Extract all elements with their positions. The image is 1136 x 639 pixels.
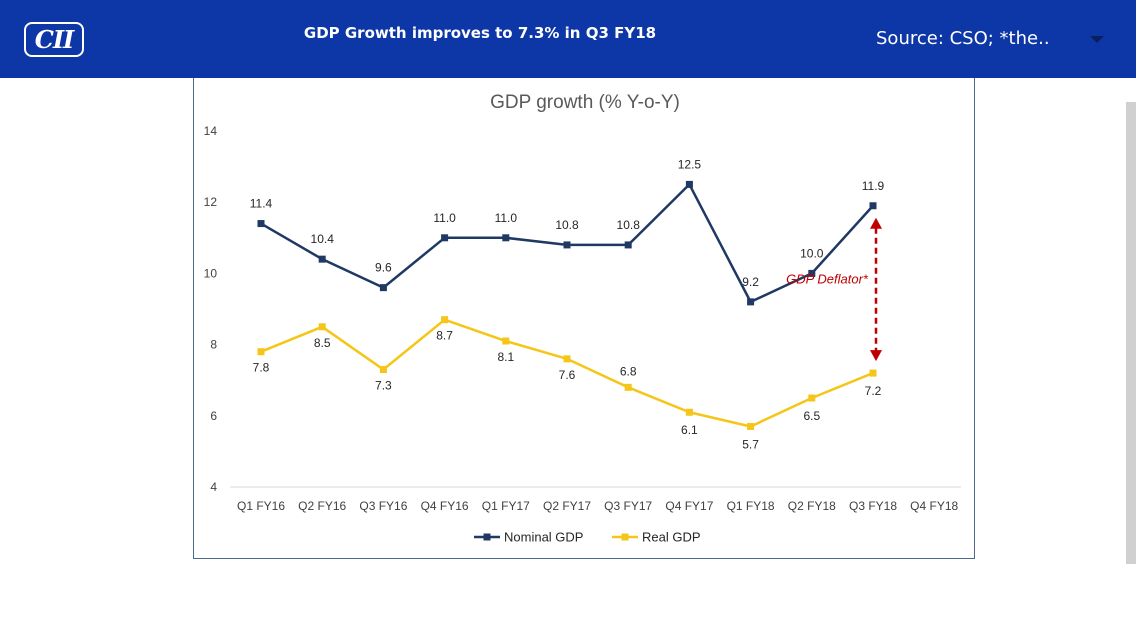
header-bar: CII GDP Growth improves to 7.3% in Q3 FY…: [0, 0, 1136, 78]
data-label-real: 8.7: [436, 329, 453, 343]
x-tick-label: Q4 FY18: [910, 499, 958, 513]
data-point-real: [502, 337, 510, 345]
data-label-real: 6.8: [620, 364, 637, 378]
data-label-nominal: 12.5: [678, 157, 702, 171]
data-label-nominal: 10.8: [555, 218, 579, 232]
data-point-nominal: [502, 234, 510, 242]
data-point-nominal: [685, 180, 693, 188]
x-tick-label: Q1 FY18: [727, 499, 775, 513]
data-point-real: [318, 323, 326, 331]
data-point-real: [257, 348, 265, 356]
deflator-annotation: GDP Deflator*: [786, 271, 869, 286]
data-label-real: 8.5: [314, 336, 331, 350]
data-label-nominal: 10.0: [800, 246, 824, 260]
data-label-nominal: 9.6: [375, 261, 392, 275]
data-point-real: [563, 355, 571, 363]
data-point-nominal: [747, 298, 755, 306]
y-tick-label: 12: [204, 195, 218, 209]
data-label-nominal: 10.8: [617, 218, 641, 232]
data-label-real: 7.2: [865, 384, 882, 398]
cii-logo: CII: [24, 22, 84, 57]
data-label-real: 5.7: [742, 437, 759, 451]
data-point-real: [624, 383, 632, 391]
data-label-nominal: 11.9: [862, 179, 885, 193]
y-tick-label: 10: [204, 266, 218, 280]
data-point-real: [685, 408, 693, 416]
data-label-real: 6.5: [803, 409, 820, 423]
x-tick-label: Q2 FY17: [543, 499, 591, 513]
x-tick-label: Q1 FY17: [482, 499, 530, 513]
x-tick-label: Q3 FY17: [604, 499, 652, 513]
data-point-nominal: [624, 241, 632, 249]
data-label-real: 8.1: [497, 350, 514, 364]
data-label-real: 6.1: [681, 423, 698, 437]
legend-label-real: Real GDP: [642, 530, 701, 545]
scrollbar[interactable]: [1126, 102, 1136, 564]
y-tick-label: 8: [210, 338, 217, 352]
x-tick-label: Q3 FY18: [849, 499, 897, 513]
data-point-nominal: [318, 255, 326, 263]
data-point-real: [379, 366, 387, 374]
data-label-nominal: 10.4: [311, 232, 335, 246]
gdp-growth-chart: GDP growth (% Y-o-Y) 4 6 8 10 12 14 Q1 FY16 Q2 F…: [204, 92, 961, 545]
x-tick-label: Q2 FY18: [788, 499, 836, 513]
x-tick-label: Q4 FY16: [421, 499, 469, 513]
x-tick-label: Q3 FY16: [359, 499, 407, 513]
data-label-real: 7.8: [253, 361, 270, 375]
arrowhead-up-icon: [870, 217, 882, 229]
y-tick-label: 4: [210, 480, 217, 494]
data-point-nominal: [808, 269, 816, 277]
slide-title: GDP Growth improves to 7.3% in Q3 FY18: [303, 24, 657, 42]
data-label-nominal: 11.0: [433, 211, 456, 225]
chevron-down-icon[interactable]: [1090, 36, 1104, 43]
data-label-real: 7.6: [559, 368, 576, 382]
data-label-nominal: 11.0: [495, 211, 518, 225]
data-label-nominal: 11.4: [250, 197, 273, 211]
x-tick-label: Q1 FY16: [237, 499, 285, 513]
x-tick-label: Q2 FY16: [298, 499, 346, 513]
data-point-real: [808, 394, 816, 402]
y-tick-label: 6: [210, 409, 217, 423]
arrowhead-down-icon: [870, 350, 882, 362]
y-tick-label: 14: [204, 124, 218, 138]
source-note: Source: CSO; *the..: [876, 28, 1050, 49]
data-label-real: 7.3: [375, 379, 392, 393]
x-tick-label: Q4 FY17: [665, 499, 713, 513]
data-point-real: [869, 369, 877, 377]
data-label-nominal: 9.2: [742, 275, 759, 289]
legend-marker-nominal: [483, 533, 491, 541]
data-point-real: [747, 422, 755, 430]
chart-frame: GDP growth (% Y-o-Y) 4 6 8 10 12 14 Q1 FY16 Q2 F…: [193, 78, 975, 559]
legend-label-nominal: Nominal GDP: [504, 530, 583, 545]
chart-title: GDP growth (% Y-o-Y): [490, 92, 680, 113]
data-point-nominal: [441, 234, 449, 242]
data-point-nominal: [869, 202, 877, 210]
data-point-nominal: [257, 220, 265, 228]
legend-marker-real: [621, 533, 629, 541]
data-point-nominal: [563, 241, 571, 249]
data-point-nominal: [379, 284, 387, 292]
data-point-real: [441, 316, 449, 324]
